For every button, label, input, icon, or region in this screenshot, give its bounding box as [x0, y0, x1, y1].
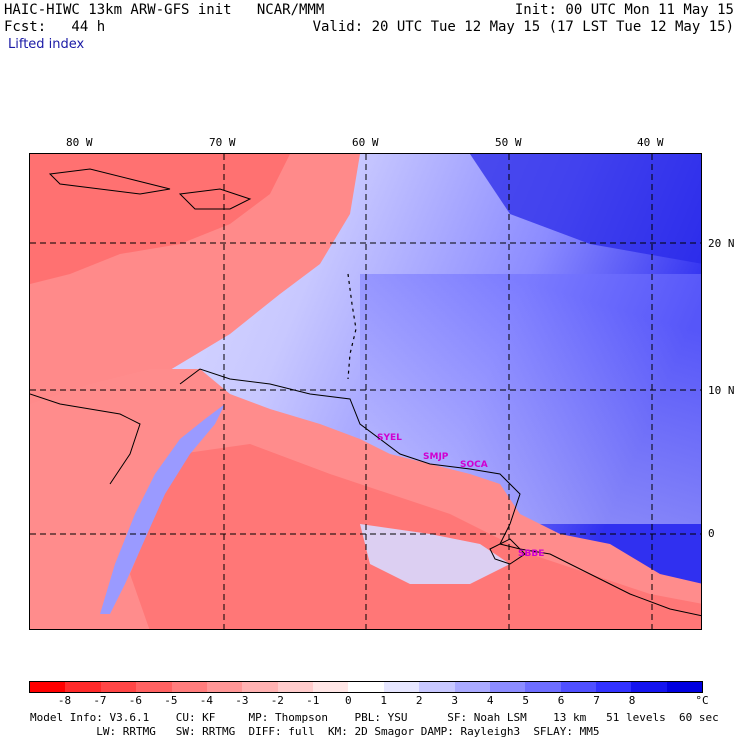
- color-swatch: [666, 682, 703, 692]
- cuba-outline: [48, 168, 171, 195]
- northeast-stable-region: [470, 154, 701, 264]
- color-scale-tick: -8: [57, 694, 72, 707]
- color-swatch: [30, 682, 66, 692]
- color-swatch: [206, 682, 243, 692]
- map-svg: [30, 154, 701, 629]
- central-america-coast: [30, 393, 141, 485]
- color-swatch: [313, 682, 349, 692]
- color-swatch: [348, 682, 384, 692]
- lon-label-70w: 70 W: [209, 136, 236, 149]
- color-swatch: [100, 682, 137, 692]
- color-swatch: [560, 682, 596, 692]
- city-label-smjp: SMJP: [423, 452, 449, 462]
- northern-coastline: [179, 368, 521, 525]
- color-scale-tick: 4: [486, 694, 494, 707]
- lon-label-40w: 40 W: [637, 136, 664, 149]
- forecast-hour: Fcst: 44 h: [4, 19, 106, 35]
- color-swatch: [242, 682, 278, 692]
- color-scale-tick: -2: [270, 694, 284, 707]
- city-label-syel: SYEL: [377, 433, 402, 443]
- valid-time: Valid: 20 UTC Tue 12 May 15 (17 LST Tue …: [312, 19, 734, 35]
- color-swatch: [596, 682, 632, 692]
- andes-stable-band: [100, 404, 225, 614]
- city-label-soca: SOCA: [460, 460, 488, 470]
- color-swatch: [171, 682, 207, 692]
- hispaniola-outline: [178, 188, 252, 210]
- lat-label-0: 0: [708, 527, 715, 540]
- color-scale-bar: [29, 681, 703, 693]
- color-scale-tick: -4: [199, 694, 213, 707]
- lat-label-10n: 10 N: [708, 384, 735, 397]
- color-scale-tick: 5: [522, 694, 529, 707]
- color-swatch: [489, 682, 526, 692]
- color-scale-tick: -6: [128, 694, 143, 707]
- lon-label-60w: 60 W: [352, 136, 379, 149]
- color-scale-tick: 1: [380, 694, 388, 707]
- color-swatch: [525, 682, 561, 692]
- model-info-line1: Model Info: V3.6.1 CU: KF MP: Thompson P…: [30, 711, 719, 724]
- color-swatch: [454, 682, 490, 692]
- lon-label-80w: 80 W: [66, 136, 93, 149]
- color-swatch: [277, 682, 313, 692]
- init-time: Init: 00 UTC Mon 11 May 15: [514, 2, 734, 18]
- lat-lon-grid: [30, 154, 701, 629]
- color-scale-tick: -7: [93, 694, 107, 707]
- color-scale-tick: -1: [306, 694, 320, 707]
- color-scale-tick: 0: [344, 694, 352, 707]
- color-scale-tick: 8: [628, 694, 636, 707]
- model-title: HAIC-HIWC 13km ARW-GFS init NCAR/MMM: [4, 2, 325, 18]
- color-scale-tick: -5: [164, 694, 178, 707]
- amazon-river-outline: [489, 538, 526, 565]
- color-swatch: [383, 682, 420, 692]
- amazon-delta-stable-area: [360, 524, 510, 584]
- lat-label-20n: 20 N: [708, 237, 735, 250]
- color-scale-tick: -3: [235, 694, 249, 707]
- color-scale-tick: 3: [451, 694, 458, 707]
- lon-label-50w: 50 W: [495, 136, 522, 149]
- color-scale-tick: 6: [557, 694, 565, 707]
- color-scale-unit: °C: [695, 694, 709, 707]
- lifted-index-map: SYEL SMJP SOCA SBBE: [29, 153, 702, 630]
- greater-antilles-region: [30, 154, 290, 284]
- color-swatch: [136, 682, 172, 692]
- color-swatch: [631, 682, 667, 692]
- field-name: Lifted index: [8, 37, 85, 52]
- color-scale-tick: 7: [593, 694, 600, 707]
- brazil-coastline: [499, 523, 701, 617]
- color-swatch: [65, 682, 101, 692]
- city-label-sbbe: SBBE: [518, 549, 545, 559]
- color-swatch: [419, 682, 455, 692]
- model-info-line2: LW: RRTMG SW: RRTMG DIFF: full KM: 2D Sm…: [30, 725, 600, 738]
- color-scale-tick: 2: [415, 694, 423, 707]
